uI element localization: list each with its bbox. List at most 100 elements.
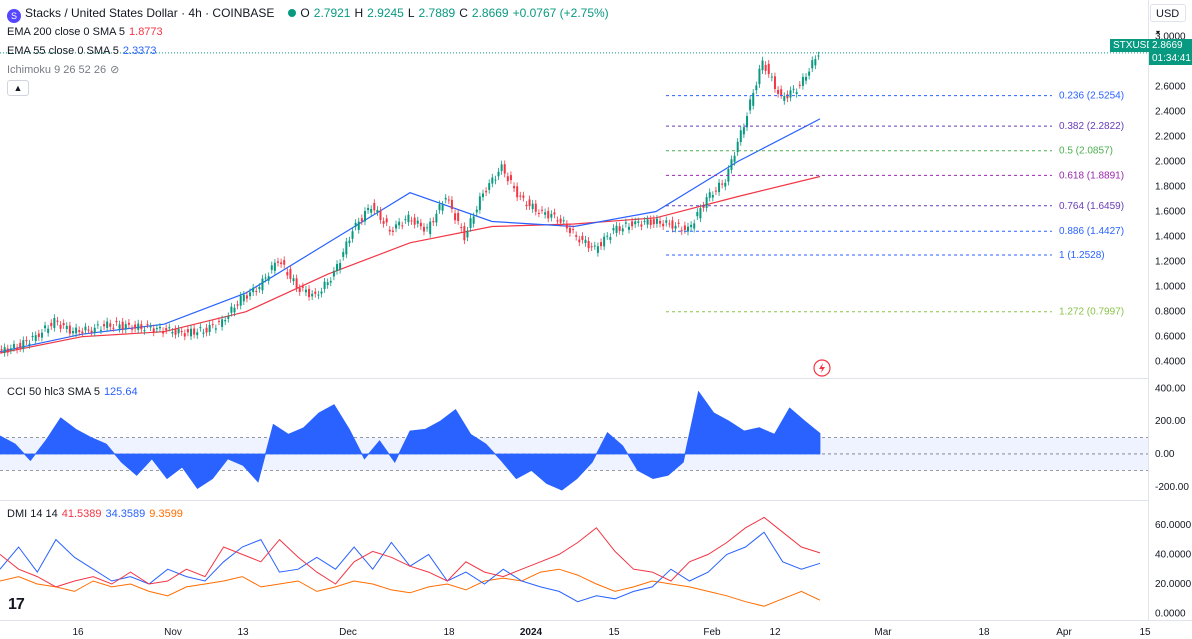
candle-body [413, 217, 416, 225]
time-tick-label: 15 [1139, 627, 1151, 638]
candle-body [758, 68, 761, 85]
candle-body [196, 332, 199, 336]
candle-body [22, 340, 25, 349]
dmi-legend[interactable]: DMI 14 14 41.5389 34.3589 9.3599 [7, 508, 187, 520]
ema200-legend[interactable]: EMA 200 close 0 SMA 5 1.8773 [7, 26, 167, 38]
candle-body [221, 319, 224, 327]
candle-body [693, 223, 696, 229]
candle-body [494, 179, 497, 181]
cci-legend[interactable]: CCI 50 hlc3 SMA 5 125.64 [7, 386, 142, 398]
candle-body [637, 221, 640, 223]
candle-body [115, 320, 118, 323]
ichimoku-legend[interactable]: Ichimoku 9 26 52 26 ⊘ [7, 63, 123, 76]
ema55-line [0, 118, 821, 353]
candle-body [118, 324, 121, 329]
candle-body [581, 235, 584, 240]
high-label: H [354, 6, 364, 20]
price-tick-label: 1.0000 [1155, 282, 1186, 293]
candle-body [718, 182, 721, 193]
candle-body [304, 289, 307, 293]
candle-body [360, 218, 363, 222]
candle-body [261, 278, 264, 291]
candle-body [227, 316, 230, 319]
symbol-title[interactable]: Stacks / United States Dollar · 4h · COI… [25, 6, 275, 20]
cci-tick-label: 400.00 [1155, 383, 1186, 394]
candle-body [320, 291, 323, 294]
candle-body [811, 60, 814, 69]
flash-icon[interactable] [813, 359, 831, 377]
candle-body [174, 329, 177, 335]
candle-body [410, 220, 413, 222]
candle-body [491, 177, 494, 184]
candle-body [587, 240, 590, 249]
cci-tick-label: 0.00 [1155, 449, 1175, 460]
currency-button[interactable]: USD ▾ [1150, 4, 1186, 37]
currency-label: USD [1156, 8, 1180, 20]
candle-body [662, 223, 665, 227]
candle-body [711, 195, 714, 198]
candle-body [286, 271, 289, 276]
candle-body [190, 328, 193, 337]
candle-body [419, 222, 422, 227]
candle-body [382, 221, 385, 224]
candle-body [267, 276, 270, 281]
candle-body [575, 235, 578, 237]
candle-body [708, 192, 711, 198]
candle-body [391, 230, 394, 232]
candle-body [155, 328, 158, 330]
candle-body [649, 219, 652, 226]
hidden-eye-icon[interactable]: ⊘ [110, 64, 120, 76]
candle-body [90, 330, 93, 333]
candle-body [65, 325, 68, 330]
candle-body [513, 186, 516, 189]
candle-body [792, 88, 795, 90]
candle-body [230, 306, 233, 313]
candle-body [308, 288, 311, 298]
cci-tick-label: 200.00 [1155, 416, 1186, 427]
candle-body [652, 219, 655, 225]
symbol-legend: S Stacks / United States Dollar · 4h · CO… [7, 6, 613, 23]
candle-body [786, 94, 789, 99]
candle-body [559, 218, 562, 223]
candle-body [53, 317, 56, 328]
candle-body [615, 225, 618, 233]
time-tick-label: Nov [164, 627, 182, 638]
ema55-legend[interactable]: EMA 55 close 0 SMA 5 2.3373 [7, 45, 161, 57]
candle-body [354, 222, 357, 227]
candle-body [99, 329, 102, 331]
candle-body [789, 90, 792, 98]
candle-body [755, 85, 758, 91]
candle-body [106, 321, 109, 328]
candle-body [134, 324, 137, 329]
candle-body [202, 332, 205, 334]
price-tick-label: 1.8000 [1155, 181, 1186, 192]
time-tick-label: 16 [72, 627, 84, 638]
candle-body [131, 328, 134, 330]
candle-body [777, 89, 780, 94]
candle-body [329, 280, 332, 283]
candle-body [730, 159, 733, 170]
candle-body [528, 199, 531, 207]
candle-body [236, 304, 239, 306]
candle-body [671, 220, 674, 229]
candle-body [795, 92, 798, 94]
time-tick-label: Dec [339, 627, 357, 638]
candle-body [609, 237, 612, 240]
low-label: L [407, 6, 415, 20]
time-tick-label: 15 [608, 627, 620, 638]
candle-body [273, 262, 276, 271]
dmi-plus-di-line [0, 531, 821, 603]
price-tick-label: 1.6000 [1155, 207, 1186, 218]
candle-body [258, 287, 261, 290]
candle-body [749, 99, 752, 111]
candle-body [81, 331, 84, 334]
candle-body [805, 76, 808, 81]
candle-body [245, 295, 248, 299]
collapse-legend-button[interactable]: ▲ [7, 80, 29, 96]
time-tick-label: 13 [237, 627, 249, 638]
tradingview-logo[interactable]: 17 [8, 596, 25, 613]
dmi-tick-label: 60.0000 [1155, 520, 1192, 531]
time-tick-label: 12 [769, 627, 781, 638]
candle-body [593, 245, 596, 247]
